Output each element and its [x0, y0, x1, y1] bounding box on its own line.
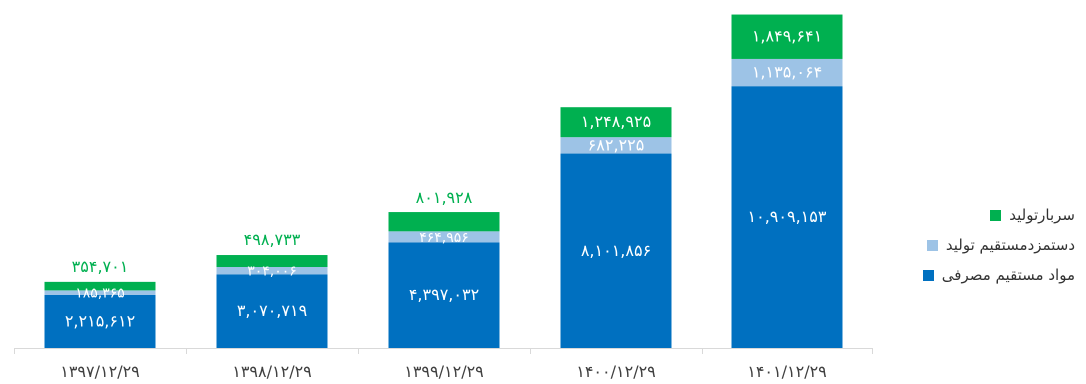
x-tick-label: ۱۳۹۸/۱۲/۲۹ — [232, 362, 312, 381]
data-label-materials: ۲,۲۱۵,۶۱۲ — [65, 311, 135, 330]
x-tick-label: ۱۳۹۷/۱۲/۲۹ — [60, 362, 140, 381]
legend: سربارتولید دستمزدمستقیم تولید مواد مستقی… — [895, 200, 1075, 290]
bar-materials — [44, 294, 156, 348]
bar-materials — [388, 242, 500, 348]
data-label-overhead: ۱,۸۴۹,۶۴۱ — [752, 27, 822, 46]
bar-overhead — [216, 255, 328, 268]
bar-labor — [216, 267, 328, 275]
bar-materials — [560, 153, 672, 348]
x-tick-label: ۱۳۹۹/۱۲/۲۹ — [404, 362, 484, 381]
bar-overhead — [388, 212, 500, 232]
legend-item-overhead: سربارتولید — [895, 200, 1075, 230]
x-tick-label: ۱۴۰۰/۱۲/۲۹ — [576, 362, 656, 381]
data-label-labor: ۱۸۵,۳۶۵ — [75, 286, 125, 302]
data-label-overhead: ۴۹۸,۷۳۳ — [244, 230, 301, 249]
bar-overhead — [731, 14, 843, 59]
data-label-overhead: ۸۰۱,۹۲۸ — [416, 188, 473, 207]
data-label-materials: ۱۰,۹۰۹,۱۵۳ — [748, 207, 827, 226]
bar-labor — [388, 231, 500, 243]
x-tick-label: ۱۴۰۱/۱۲/۲۹ — [747, 362, 827, 381]
legend-label-materials: مواد مستقیم مصرفی — [941, 266, 1075, 284]
legend-swatch-materials — [922, 269, 934, 281]
legend-label-overhead: سربارتولید — [1009, 206, 1075, 224]
bar-labor — [560, 137, 672, 154]
bar-materials — [216, 274, 328, 348]
data-label-materials: ۳,۰۷۰,۷۱۹ — [237, 301, 307, 320]
data-label-materials: ۸,۱۰۱,۸۵۶ — [581, 241, 651, 260]
data-label-overhead: ۳۵۴,۷۰۱ — [72, 257, 129, 276]
legend-item-materials: مواد مستقیم مصرفی — [895, 260, 1075, 290]
legend-swatch-overhead — [990, 209, 1002, 221]
data-label-labor: ۶۸۲,۲۲۵ — [588, 135, 645, 154]
legend-item-labor: دستمزدمستقیم تولید — [895, 230, 1075, 260]
bar-labor — [731, 58, 843, 87]
data-label-labor: ۱,۱۳۵,۰۶۴ — [752, 63, 822, 82]
bar-overhead — [44, 281, 156, 291]
data-label-labor: ۴۶۴,۹۵۶ — [419, 230, 469, 246]
bar-materials — [731, 86, 843, 348]
bar-overhead — [560, 107, 672, 138]
data-label-overhead: ۱,۲۴۸,۹۲۵ — [581, 112, 651, 131]
legend-swatch-labor — [926, 239, 938, 251]
legend-label-labor: دستمزدمستقیم تولید — [945, 236, 1075, 254]
data-label-labor: ۳۰۴,۰۰۶ — [247, 264, 297, 280]
bar-labor — [44, 290, 156, 295]
data-label-materials: ۴,۳۹۷,۰۳۲ — [409, 285, 479, 304]
